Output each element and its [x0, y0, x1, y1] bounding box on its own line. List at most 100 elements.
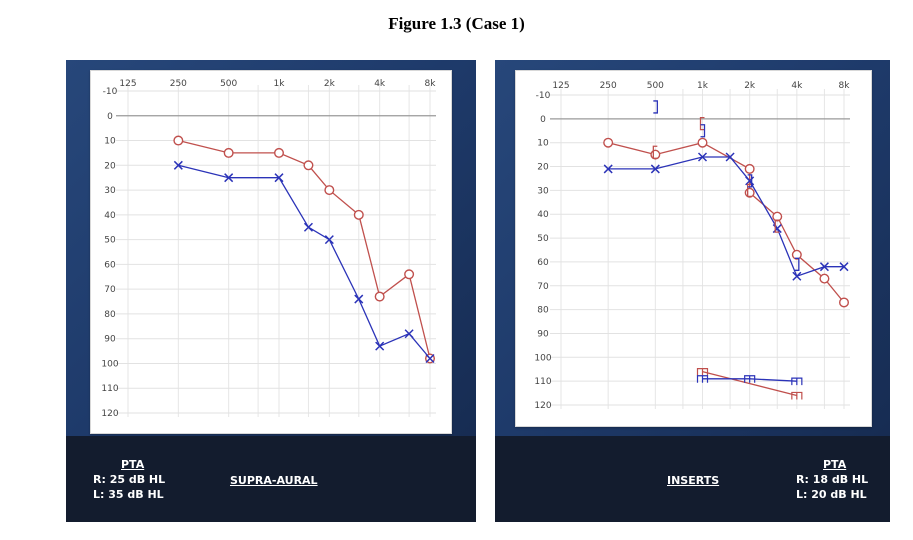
x-tick-label: 2k [744, 81, 756, 91]
x-tick-label: 8k [839, 81, 851, 91]
left-ear-cross-point [354, 294, 364, 304]
x-tick-label: 1k [697, 81, 709, 91]
right-ear-m-shape-line [702, 370, 797, 397]
x-tick-label: 1k [274, 79, 286, 89]
y-tick-label: -10 [103, 87, 118, 97]
transducer-label: SUPRA-AURAL [230, 474, 318, 487]
y-tick-label: 0 [540, 115, 546, 125]
x-tick-label: 500 [220, 79, 237, 89]
left-ear-cross-point [745, 176, 755, 186]
left-ear-m-shape-point [744, 375, 756, 383]
inserts-audiogram: 125 250 500 1k 2k 4k 8k -10 0 10 20 30 40 50 60 70 80 90 1… [515, 70, 872, 427]
right-ear-circle-point [839, 297, 850, 308]
left-ear-m-shape-point [696, 375, 709, 383]
figure-title: Figure 1.3 (Case 1) [388, 14, 525, 33]
left-ear-cross-point [375, 341, 385, 351]
y-tick-label: 100 [101, 359, 118, 369]
x-tick-label: 500 [647, 81, 664, 91]
y-tick-label: 60 [104, 260, 116, 270]
pta-right-value: R: 18 dB HL [796, 473, 869, 486]
left-ear-cross-point [772, 224, 782, 234]
pta-left-value: L: 20 dB HL [796, 488, 867, 501]
x-tick-label: 4k [791, 81, 803, 91]
right-ear-circle-point [819, 273, 830, 284]
right-ear-circle-point [324, 185, 335, 196]
right-ear-circle-point [791, 249, 802, 260]
left-ear-cross-point [725, 152, 735, 162]
grid-lines [550, 89, 850, 409]
y-tick-label: 30 [104, 186, 116, 196]
x-tick-label: 250 [600, 81, 617, 91]
left-ear-m-shape-point [791, 377, 803, 386]
inserts-chart-svg: 125 250 500 1k 2k 4k 8k -10 0 10 20 30 40 50 60 70 80 90 1… [534, 81, 851, 411]
supra-aural-audiogram: 125 250 500 1k 2k 4k 8k -10 0 10 20 30 40 50 60 70 80 90 1… [90, 70, 452, 434]
right-ear-circle-point [303, 160, 314, 171]
y-tick-label: 50 [104, 236, 116, 246]
right-ear-bracket-point [747, 183, 752, 198]
x-tick-label: 2k [324, 79, 336, 89]
left-ear-bracket-point [653, 100, 658, 114]
y-tick-label: 70 [104, 285, 116, 295]
y-tick-label: -10 [536, 91, 551, 101]
y-tick-label: 20 [104, 161, 116, 171]
left-ear-cross-line [608, 156, 844, 278]
right-ear-circle-point [603, 137, 614, 148]
left-ear-cross-point [425, 353, 435, 364]
pta-heading: PTA [121, 458, 145, 471]
right-ear-circle-point [697, 137, 708, 148]
left-ear-cross-point [819, 262, 829, 272]
transducer-label: INSERTS [667, 474, 720, 487]
x-tick-label: 4k [374, 79, 386, 89]
left-ear-bracket-point [700, 124, 706, 138]
left-ear-cross-point [224, 173, 234, 183]
y-tick-label: 10 [537, 139, 549, 149]
y-tick-label: 10 [104, 137, 116, 147]
y-tick-label: 30 [537, 186, 549, 196]
y-tick-label: 90 [537, 329, 549, 339]
inserts-panel: 125 250 500 1k 2k 4k 8k -10 0 10 20 30 40 50 60 70 80 90 1… [495, 60, 890, 522]
pta-heading: PTA [823, 458, 847, 471]
left-ear-cross-point [839, 262, 849, 272]
y-tick-label: 100 [534, 353, 551, 363]
y-tick-label: 80 [537, 306, 549, 316]
left-ear-cross-point [324, 235, 334, 245]
left-ear-cross-point [697, 152, 708, 162]
right-ear-bracket-point [774, 219, 780, 233]
left-ear-cross-line [178, 164, 431, 359]
y-tick-label: 40 [104, 211, 116, 221]
left-ear-cross-point [173, 160, 183, 170]
y-tick-label: 120 [534, 401, 551, 411]
y-tick-label: 110 [534, 377, 551, 387]
pta-right-value: R: 25 dB HL [93, 473, 166, 486]
y-tick-label: 20 [537, 163, 549, 173]
left-ear-cross-point [274, 173, 284, 183]
left-ear-bracket-point [794, 257, 800, 271]
left-ear-cross-point [404, 329, 414, 339]
x-tick-label: 125 [119, 79, 136, 89]
x-tick-label: 250 [170, 79, 187, 89]
right-ear-circle-point [772, 211, 783, 222]
y-tick-label: 110 [101, 384, 118, 394]
y-tick-label: 50 [537, 234, 549, 244]
left-ear-bracket-point [747, 174, 753, 188]
x-tick-label: 8k [425, 79, 437, 89]
right-ear-circle-point [353, 209, 364, 220]
right-ear-circle-point [273, 147, 284, 158]
right-ear-bracket-point [652, 145, 658, 159]
y-tick-label: 80 [104, 310, 116, 320]
right-ear-circle-point [223, 147, 234, 158]
left-ear-cross-point [650, 164, 660, 174]
right-ear-bracket-point [699, 116, 705, 131]
y-tick-label: 120 [101, 409, 118, 419]
right-ear-m-shape-point [696, 368, 709, 376]
left-ear-cross-point [792, 271, 802, 281]
right-ear-circle-point [173, 135, 184, 146]
supra-aural-panel: 125 250 500 1k 2k 4k 8k -10 0 10 20 30 40 50 60 70 80 90 1… [66, 60, 476, 522]
left-ear-cross-point [603, 164, 613, 174]
right-ear-circle-point [404, 269, 415, 280]
x-tick-label: 125 [552, 81, 569, 91]
y-tick-label: 60 [537, 258, 549, 268]
y-tick-label: 70 [537, 282, 549, 292]
right-ear-circle-point [744, 163, 755, 174]
supra-aural-chart-svg: 125 250 500 1k 2k 4k 8k -10 0 10 20 30 40 50 60 70 80 90 1… [101, 79, 437, 419]
